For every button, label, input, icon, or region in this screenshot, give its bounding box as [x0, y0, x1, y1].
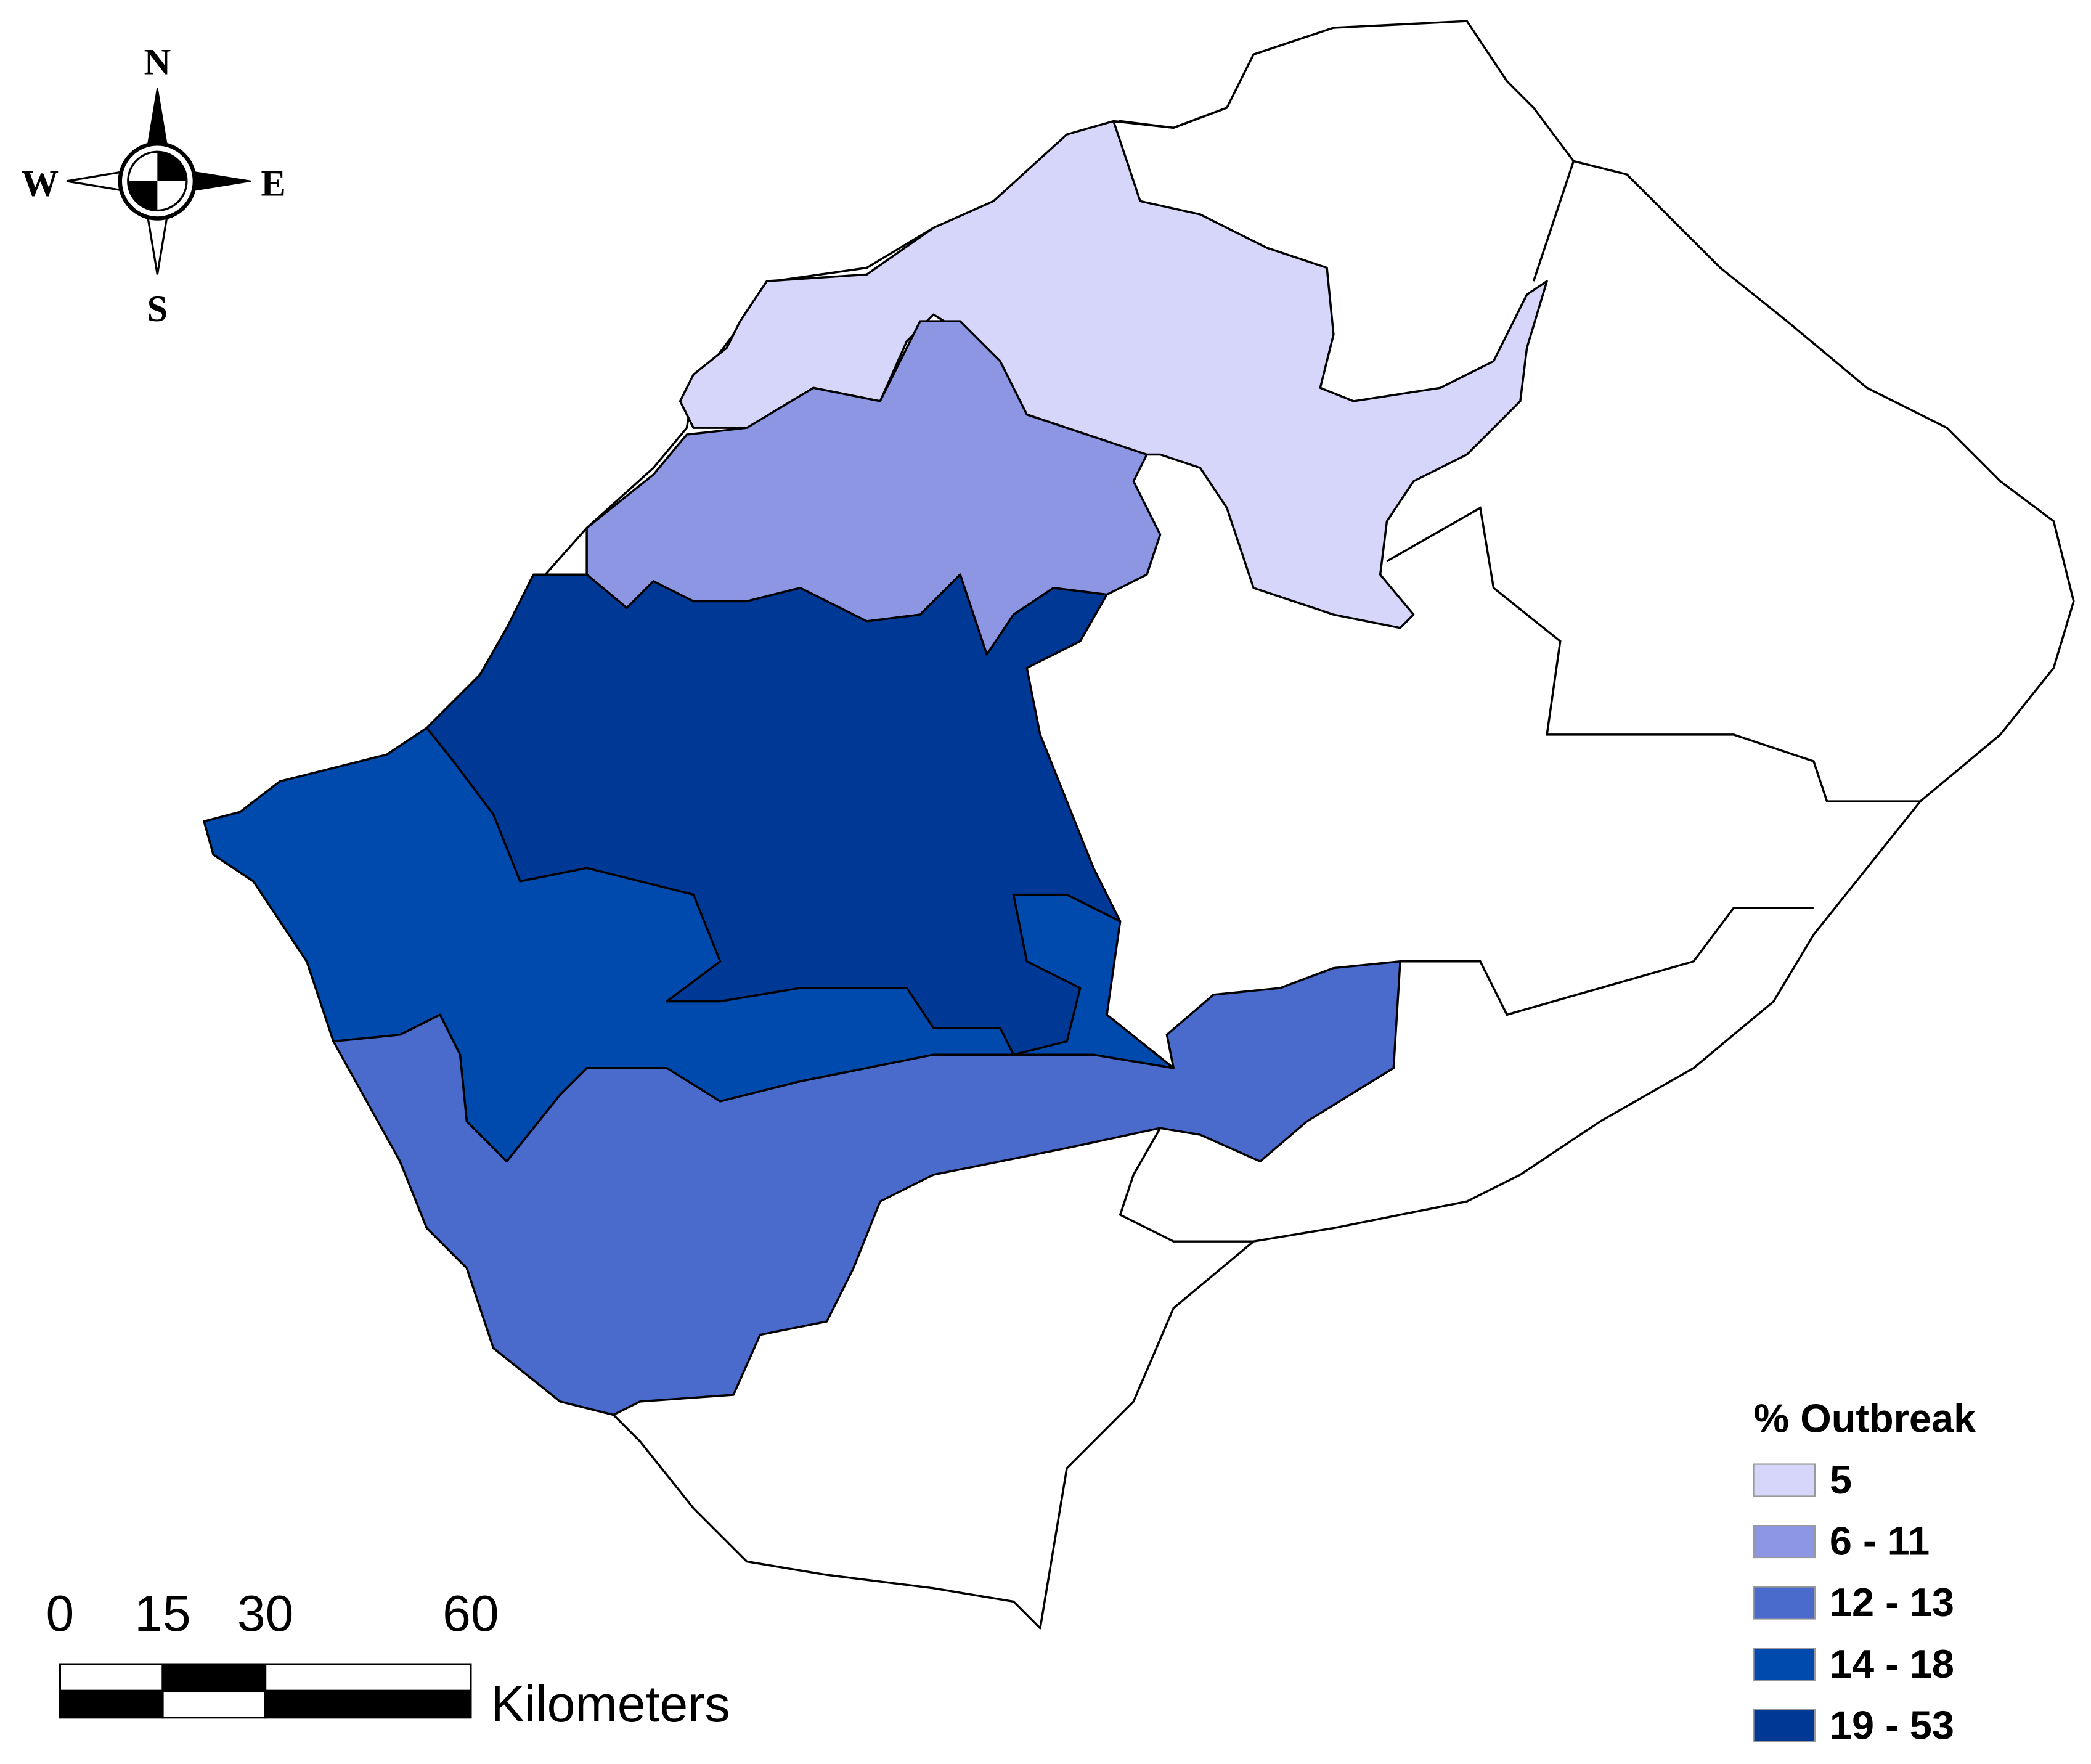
region — [332, 960, 1401, 1416]
compass-label: W — [22, 163, 59, 205]
boundary — [1386, 506, 1921, 802]
compass-label: S — [147, 288, 168, 330]
scale-segment — [264, 1689, 472, 1719]
legend-label: 12 - 13 — [1830, 1580, 1954, 1625]
boundary — [1119, 1127, 1254, 1243]
boundary — [1532, 160, 1575, 282]
scale-tick-label: 60 — [442, 1586, 499, 1642]
legend-label: 6 - 11 — [1830, 1519, 1930, 1564]
legend-swatch — [1753, 1709, 1816, 1742]
scale-tick-label: 30 — [237, 1586, 293, 1642]
compass: N S E W — [22, 42, 286, 330]
scale-segment — [161, 1689, 267, 1719]
legend-swatch — [1753, 1525, 1816, 1559]
legend-label: 19 - 53 — [1830, 1702, 1954, 1747]
legend-swatch — [1753, 1586, 1816, 1620]
legend: % Outbreak 5 6 - 11 12 - 13 14 - 18 19 - 53 — [1753, 1396, 1977, 1747]
scale-segment — [264, 1663, 472, 1693]
scale-segment — [59, 1663, 164, 1693]
scale-tick-label: 0 — [46, 1586, 75, 1642]
compass-label: N — [144, 42, 171, 83]
legend-label: 5 — [1830, 1457, 1852, 1502]
boundary — [1400, 907, 1814, 1016]
regions — [203, 20, 2075, 1630]
compass-quadrants — [128, 152, 187, 211]
scale-segment — [59, 1689, 164, 1719]
legend-label: 14 - 18 — [1830, 1641, 1954, 1686]
scale-unit: Kilometers — [491, 1676, 730, 1733]
legend-title: % Outbreak — [1754, 1396, 1977, 1441]
boundary — [1113, 107, 1228, 129]
scale-bar: Kilometers 0 15 30 60 — [46, 1586, 730, 1733]
legend-swatch — [1753, 1463, 1816, 1497]
scale-segment — [161, 1663, 267, 1693]
legend-swatch — [1753, 1648, 1816, 1681]
compass-label: E — [261, 163, 285, 205]
scale-tick-label: 15 — [134, 1586, 190, 1642]
